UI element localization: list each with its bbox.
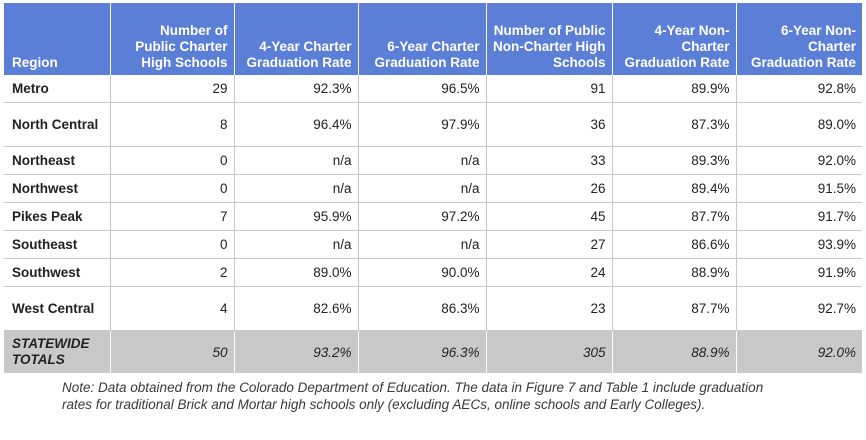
table-row: Southeast 0 n/a n/a 27 86.6% 93.9% (4, 230, 862, 259)
table-cell: 87.7% (612, 202, 737, 231)
table-cell: n/a (234, 146, 359, 175)
table-cell: 45 (486, 202, 613, 231)
table-cell: 23 (486, 286, 613, 331)
region-cell: North Central (4, 102, 111, 147)
table-cell: 96.4% (234, 102, 359, 147)
table-cell: 0 (110, 174, 235, 203)
graduation-rate-table-container: Region Number of Public Charter High Sch… (4, 3, 862, 373)
table-cell: n/a (234, 230, 359, 259)
table-cell: 95.9% (234, 202, 359, 231)
table-cell: 97.2% (358, 202, 487, 231)
table-cell: 89.4% (612, 174, 737, 203)
totals-cell: 92.0% (736, 330, 862, 373)
region-cell: Northeast (4, 146, 111, 175)
totals-cell: 96.3% (358, 330, 487, 373)
table-row: Southwest 2 89.0% 90.0% 24 88.9% 91.9% (4, 258, 862, 287)
table-row: Pikes Peak 7 95.9% 97.2% 45 87.7% 91.7% (4, 202, 862, 231)
table-cell: 82.6% (234, 286, 359, 331)
header-noncharter-6yr: 6-Year Non-Charter Graduation Rate (736, 3, 862, 75)
table-row: Northeast 0 n/a n/a 33 89.3% 92.0% (4, 146, 862, 175)
table-cell: 92.3% (234, 75, 359, 103)
table-cell: 87.3% (612, 102, 737, 147)
table-cell: 96.5% (358, 75, 487, 103)
table-cell: 27 (486, 230, 613, 259)
table-cell: 36 (486, 102, 613, 147)
header-region: Region (4, 3, 111, 75)
region-cell: Southwest (4, 258, 111, 287)
table-cell: 89.0% (736, 102, 862, 147)
table-cell: 89.9% (612, 75, 737, 103)
header-charter-count: Number of Public Charter High Schools (110, 3, 235, 75)
table-cell: 87.7% (612, 286, 737, 331)
table-cell: 92.0% (736, 146, 862, 175)
table-cell: 88.9% (612, 258, 737, 287)
region-cell: Southeast (4, 230, 111, 259)
table-cell: 90.0% (358, 258, 487, 287)
header-noncharter-4yr: 4-Year Non-Charter Graduation Rate (612, 3, 737, 75)
table-cell: n/a (234, 174, 359, 203)
table-cell: 2 (110, 258, 235, 287)
table-cell: 29 (110, 75, 235, 103)
table-cell: 0 (110, 230, 235, 259)
totals-cell: 88.9% (612, 330, 737, 373)
table-cell: 91.5% (736, 174, 862, 203)
region-cell: Pikes Peak (4, 202, 111, 231)
table-cell: 93.9% (736, 230, 862, 259)
table-cell: 26 (486, 174, 613, 203)
totals-cell: 93.2% (234, 330, 359, 373)
statewide-totals-row: STATEWIDE TOTALS 50 93.2% 96.3% 305 88.9… (4, 330, 862, 373)
table-row: Metro 29 92.3% 96.5% 91 89.9% 92.8% (4, 75, 862, 103)
table-cell: 89.3% (612, 146, 737, 175)
table-footnote: Note: Data obtained from the Colorado De… (62, 380, 764, 412)
graduation-rate-table: Region Number of Public Charter High Sch… (4, 3, 862, 373)
totals-cell: 50 (110, 330, 235, 373)
table-row: Northwest 0 n/a n/a 26 89.4% 91.5% (4, 174, 862, 203)
table-cell: 7 (110, 202, 235, 231)
table-cell: 92.7% (736, 286, 862, 331)
region-cell: Metro (4, 75, 111, 103)
table-row: North Central 8 96.4% 97.9% 36 87.3% 89.… (4, 102, 862, 147)
region-cell: West Central (4, 286, 111, 331)
table-cell: n/a (358, 174, 487, 203)
table-cell: 91 (486, 75, 613, 103)
table-cell: 92.8% (736, 75, 862, 103)
region-cell: Northwest (4, 174, 111, 203)
table-cell: n/a (358, 146, 487, 175)
table-cell: 8 (110, 102, 235, 147)
header-noncharter-count: Number of Public Non-Charter High School… (486, 3, 613, 75)
table-cell: 97.9% (358, 102, 487, 147)
table-cell: 91.7% (736, 202, 862, 231)
table-cell: 86.6% (612, 230, 737, 259)
table-cell: 86.3% (358, 286, 487, 331)
table-cell: 0 (110, 146, 235, 175)
totals-label-cell: STATEWIDE TOTALS (4, 330, 111, 373)
table-row: West Central 4 82.6% 86.3% 23 87.7% 92.7… (4, 286, 862, 331)
header-charter-6yr: 6-Year Charter Graduation Rate (358, 3, 487, 75)
table-header-row: Region Number of Public Charter High Sch… (4, 3, 862, 75)
table-cell: 89.0% (234, 258, 359, 287)
header-charter-4yr: 4-Year Charter Graduation Rate (234, 3, 359, 75)
table-cell: 24 (486, 258, 613, 287)
totals-cell: 305 (486, 330, 613, 373)
table-cell: 33 (486, 146, 613, 175)
table-cell: 91.9% (736, 258, 862, 287)
table-cell: n/a (358, 230, 487, 259)
table-cell: 4 (110, 286, 235, 331)
